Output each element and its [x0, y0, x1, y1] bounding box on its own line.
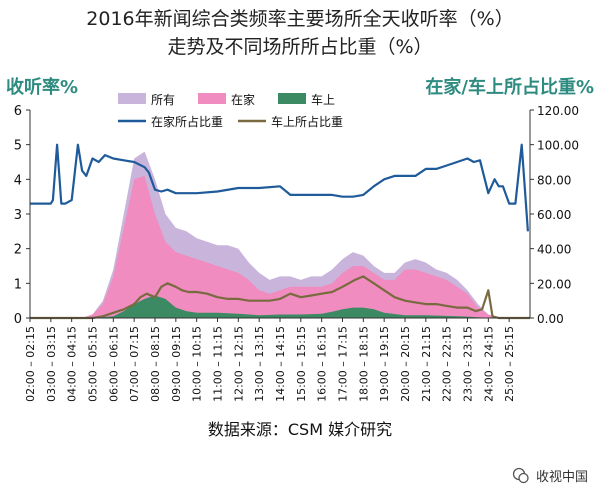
x-tick-label: 12:00 – 12:15 — [232, 326, 245, 402]
x-tick-label: 25:00 – 25:15 — [503, 326, 516, 402]
area-layer — [30, 151, 530, 318]
legend-swatch-1 — [198, 93, 226, 104]
x-tick-label: 19:00 – 19:15 — [378, 326, 391, 402]
x-tick-label: 21:00 – 21:15 — [420, 326, 433, 402]
line-series-0 — [30, 143, 529, 232]
y-right-tick-label: 0.00 — [537, 312, 564, 326]
y-right-tick-label: 120.00 — [537, 104, 579, 118]
x-tick-label: 03:00 – 03:15 — [45, 326, 58, 402]
x-tick-label: 07:00 – 07:15 — [128, 326, 141, 402]
axes-layer: 01234560.0020.0040.0060.0080.00100.00120… — [6, 76, 594, 402]
x-tick-label: 02:00 – 02:15 — [24, 326, 37, 402]
legend-label-0: 所有 — [151, 93, 175, 107]
y-right-tick-label: 60.00 — [537, 208, 571, 222]
chart-title-line2: 走势及不同场所所占比重（%） — [167, 36, 433, 58]
legend-swatch-0 — [118, 93, 146, 104]
y-left-tick-label: 0 — [14, 312, 22, 327]
x-tick-label: 15:00 – 15:15 — [295, 326, 308, 402]
area-series-2 — [30, 295, 530, 318]
data-source-note: 数据来源：CSM 媒介研究 — [207, 420, 393, 439]
y-axis-right-title: 在家/车上所占比重% — [425, 76, 594, 98]
x-tick-label: 20:00 – 20:15 — [399, 326, 412, 402]
line-series-1 — [30, 275, 530, 320]
x-tick-label: 10:00 – 10:15 — [191, 326, 204, 402]
legend-label-3: 在家所占比重 — [151, 114, 223, 129]
x-tick-label: 22:00 – 22:15 — [441, 326, 454, 402]
watermark-text: 收视中国 — [535, 470, 588, 485]
y-axis-left-title: 收听率% — [6, 76, 78, 98]
x-tick-label: 18:00 – 18:15 — [357, 326, 370, 402]
y-left-tick-label: 3 — [14, 208, 22, 223]
line-layer — [30, 143, 530, 320]
y-left-tick-label: 1 — [14, 277, 22, 292]
legend-label-1: 在家 — [231, 92, 255, 107]
x-tick-label: 17:00 – 17:15 — [337, 326, 350, 402]
x-tick-label: 13:00 – 13:15 — [253, 326, 266, 402]
x-tick-label: 11:00 – 11:15 — [212, 326, 225, 402]
y-right-tick-label: 100.00 — [537, 139, 579, 153]
chart-canvas: 01234560.0020.0040.0060.0080.00100.00120… — [6, 76, 594, 402]
chart-title-line1: 2016年新闻综合类频率主要场所全天收听率（%） — [86, 8, 514, 30]
x-tick-label: 08:00 – 08:15 — [149, 326, 162, 402]
y-right-tick-label: 80.00 — [537, 173, 571, 187]
x-tick-label: 23:00 – 23:15 — [462, 326, 475, 402]
x-tick-label: 05:00 – 05:15 — [87, 326, 100, 402]
x-tick-label: 06:00 – 06:15 — [107, 326, 120, 402]
y-right-tick-label: 20.00 — [537, 277, 571, 291]
watermark: 收视中国 — [512, 466, 588, 485]
x-tick-label: 14:00 – 14:15 — [274, 326, 287, 402]
legend-swatch-2 — [278, 93, 306, 104]
x-tick-label: 24:00 – 24:15 — [482, 326, 495, 402]
legend-label-4: 车上所占比重 — [271, 114, 343, 129]
y-left-tick-label: 4 — [14, 173, 22, 188]
y-left-tick-label: 2 — [14, 243, 22, 258]
y-right-tick-label: 40.00 — [537, 243, 571, 257]
x-tick-label: 04:00 – 04:15 — [66, 326, 79, 402]
wechat-icon — [512, 467, 529, 483]
x-tick-label: 16:00 – 16:15 — [316, 326, 329, 402]
y-left-tick-label: 5 — [14, 139, 22, 154]
y-left-tick-label: 6 — [14, 104, 22, 119]
x-tick-label: 09:00 – 09:15 — [170, 326, 183, 402]
area-series-1 — [30, 175, 530, 318]
legend-label-2: 车上 — [311, 92, 335, 107]
